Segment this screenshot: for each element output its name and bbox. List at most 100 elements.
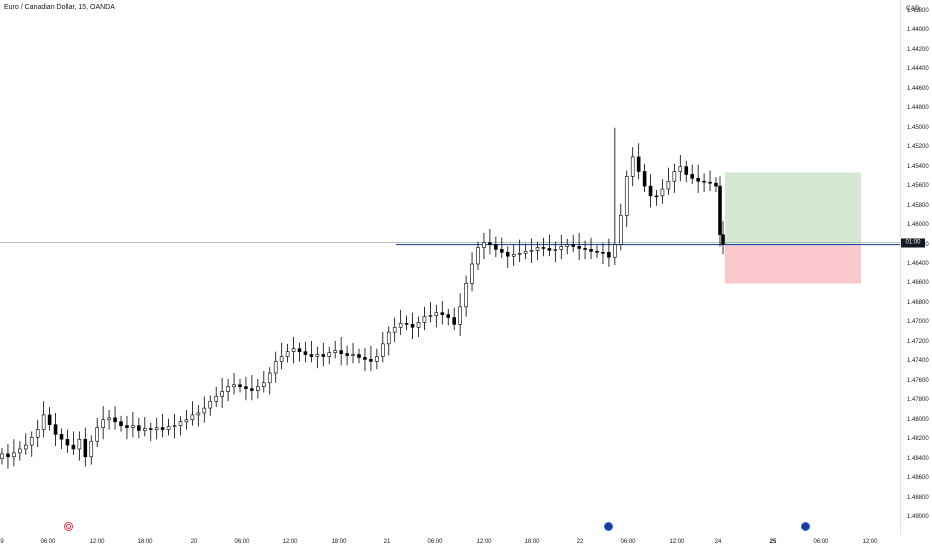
time-tick: 18:00 xyxy=(524,539,540,545)
bar-countdown-label: 01:00 xyxy=(901,238,925,248)
time-tick: 12:00 xyxy=(862,539,878,545)
candle-body xyxy=(101,419,105,428)
price-tick: 1.45400 xyxy=(907,163,929,170)
candle-body xyxy=(184,419,189,423)
candle-body xyxy=(315,354,320,357)
time-tick: 12:00 xyxy=(476,539,492,545)
candlestick-chart[interactable] xyxy=(0,0,900,535)
economic-event-blue-icon[interactable] xyxy=(604,522,613,531)
candle-body xyxy=(410,324,415,328)
price-tick: 1.45800 xyxy=(907,202,929,209)
candle-body xyxy=(648,185,653,197)
candle-body xyxy=(488,242,492,245)
economic-event-red-icon[interactable] xyxy=(64,522,73,531)
candle-body xyxy=(339,350,343,354)
candle-body xyxy=(65,438,70,446)
time-tick: 06:00 xyxy=(813,539,829,545)
candle-body xyxy=(256,386,260,391)
candle-body xyxy=(190,414,195,421)
candle-body xyxy=(678,166,683,172)
candle-body xyxy=(589,249,593,252)
candle-body xyxy=(434,312,439,316)
candle-body xyxy=(71,444,76,450)
time-tick: 24 xyxy=(714,539,722,545)
candle-body xyxy=(529,250,534,252)
candle-body xyxy=(505,252,510,257)
candle-body xyxy=(613,244,617,258)
price-tick: 1.48800 xyxy=(907,494,929,501)
candle-body xyxy=(559,246,564,250)
candle-body xyxy=(160,427,165,430)
candle-body xyxy=(718,185,722,236)
candle-body xyxy=(333,350,338,353)
candle-body xyxy=(6,453,10,458)
time-tick: 18:00 xyxy=(137,539,153,545)
time-tick: 21 xyxy=(383,539,391,545)
candle-body xyxy=(452,317,457,325)
candle-body xyxy=(595,251,599,253)
time-tick: 18:00 xyxy=(331,539,347,545)
candle-body xyxy=(392,326,397,333)
candle-body xyxy=(690,174,695,179)
candle-body xyxy=(618,215,623,245)
candle-body xyxy=(0,453,4,460)
candle-body xyxy=(77,438,82,450)
candle-body xyxy=(363,357,367,360)
candle-body xyxy=(696,178,700,182)
candle-body xyxy=(416,322,421,328)
price-tick: 1.47400 xyxy=(907,358,929,365)
candle-body xyxy=(511,253,516,257)
price-scale[interactable]: CAD 1.43800 1.44000 1.44200 1.44400 1.44600 1… xyxy=(900,0,932,535)
candle-body xyxy=(202,407,207,414)
candle-body xyxy=(18,448,22,454)
candle-body xyxy=(464,283,468,308)
candle-body xyxy=(214,396,218,402)
candle-body xyxy=(23,444,28,450)
candle-body xyxy=(303,351,308,355)
candle-body xyxy=(571,244,576,247)
candle-body xyxy=(380,343,385,357)
price-tick: 1.46600 xyxy=(907,280,929,287)
time-tick: 06:00 xyxy=(234,539,250,545)
time-tick: 12:00 xyxy=(669,539,685,545)
candle-body xyxy=(499,249,504,253)
candle-body xyxy=(404,323,409,325)
candle-body xyxy=(47,414,52,425)
candle-body xyxy=(547,248,552,251)
economic-event-blue-icon-2[interactable] xyxy=(801,522,810,531)
candle-body xyxy=(517,252,522,255)
candle-body xyxy=(178,421,183,426)
price-tick: 1.45000 xyxy=(907,124,929,131)
candle-body xyxy=(172,425,177,427)
candle-body xyxy=(708,181,712,184)
price-tick: 1.46000 xyxy=(907,222,929,229)
candle-body xyxy=(208,400,213,409)
candle-body xyxy=(642,171,647,187)
candle-body xyxy=(196,412,201,416)
candle-body xyxy=(119,421,123,426)
candle-body xyxy=(714,182,718,187)
symbol-title[interactable]: Euro / Canadian Dollar, 15, OANDA xyxy=(4,4,115,11)
candle-body xyxy=(428,315,433,317)
candle-body xyxy=(440,312,445,315)
candle-body xyxy=(351,354,355,356)
candle-body xyxy=(535,247,540,251)
candle-body xyxy=(565,244,570,247)
time-scale[interactable]: 9 06:00 12:00 18:00 20 06:00 12:00 18:00 21 06:00… xyxy=(0,535,900,550)
candle-body xyxy=(137,425,141,431)
candle-body xyxy=(226,386,230,392)
time-tick: 9 xyxy=(0,539,4,545)
candle-body xyxy=(636,156,641,172)
chart-pane[interactable]: Euro / Canadian Dollar, 15, OANDA xyxy=(0,0,900,535)
candle-body xyxy=(131,425,135,428)
time-tick: 25 xyxy=(769,539,777,545)
currency-label[interactable]: CAD xyxy=(906,5,920,12)
candle-body xyxy=(291,348,296,352)
candle-body xyxy=(297,348,302,352)
price-tick: 1.48000 xyxy=(907,416,929,423)
time-tick: 12:00 xyxy=(89,539,105,545)
price-tick: 1.48200 xyxy=(907,436,929,443)
price-tick: 1.46800 xyxy=(907,299,929,306)
time-tick: 06:00 xyxy=(40,539,56,545)
candle-body xyxy=(232,384,236,387)
